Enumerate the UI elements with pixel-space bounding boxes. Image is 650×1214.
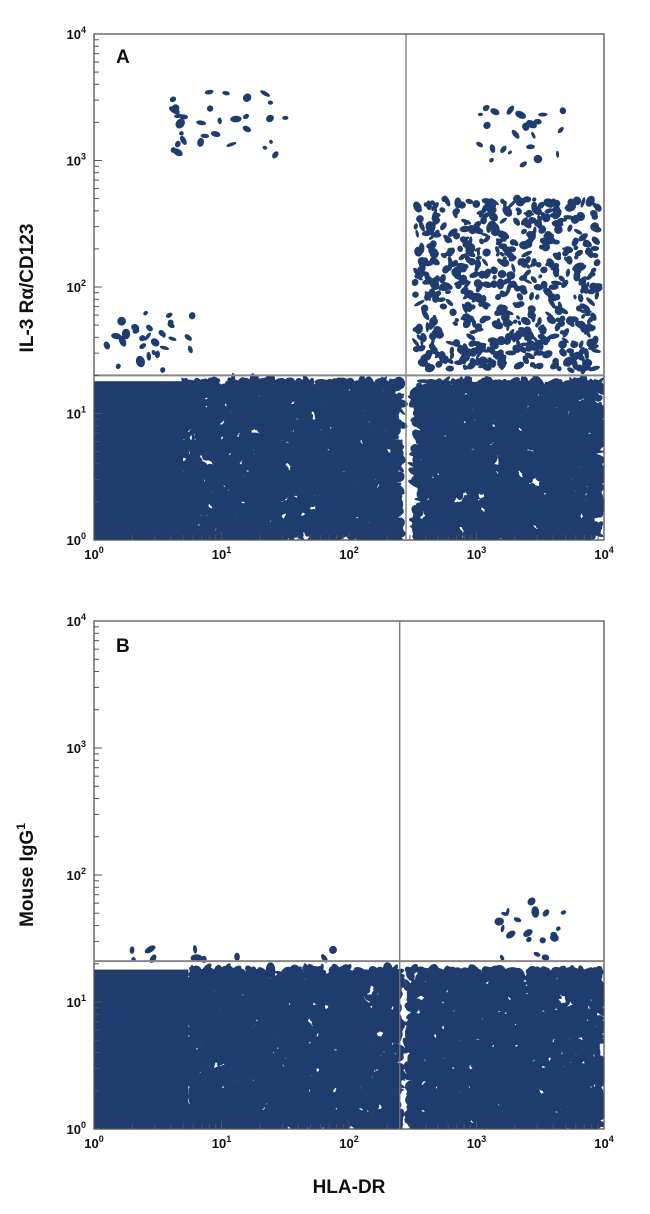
panel-a-events: [94, 89, 604, 540]
event-blob: [242, 397, 248, 411]
event-blob: [250, 507, 261, 518]
event-region-solid: [94, 381, 184, 540]
